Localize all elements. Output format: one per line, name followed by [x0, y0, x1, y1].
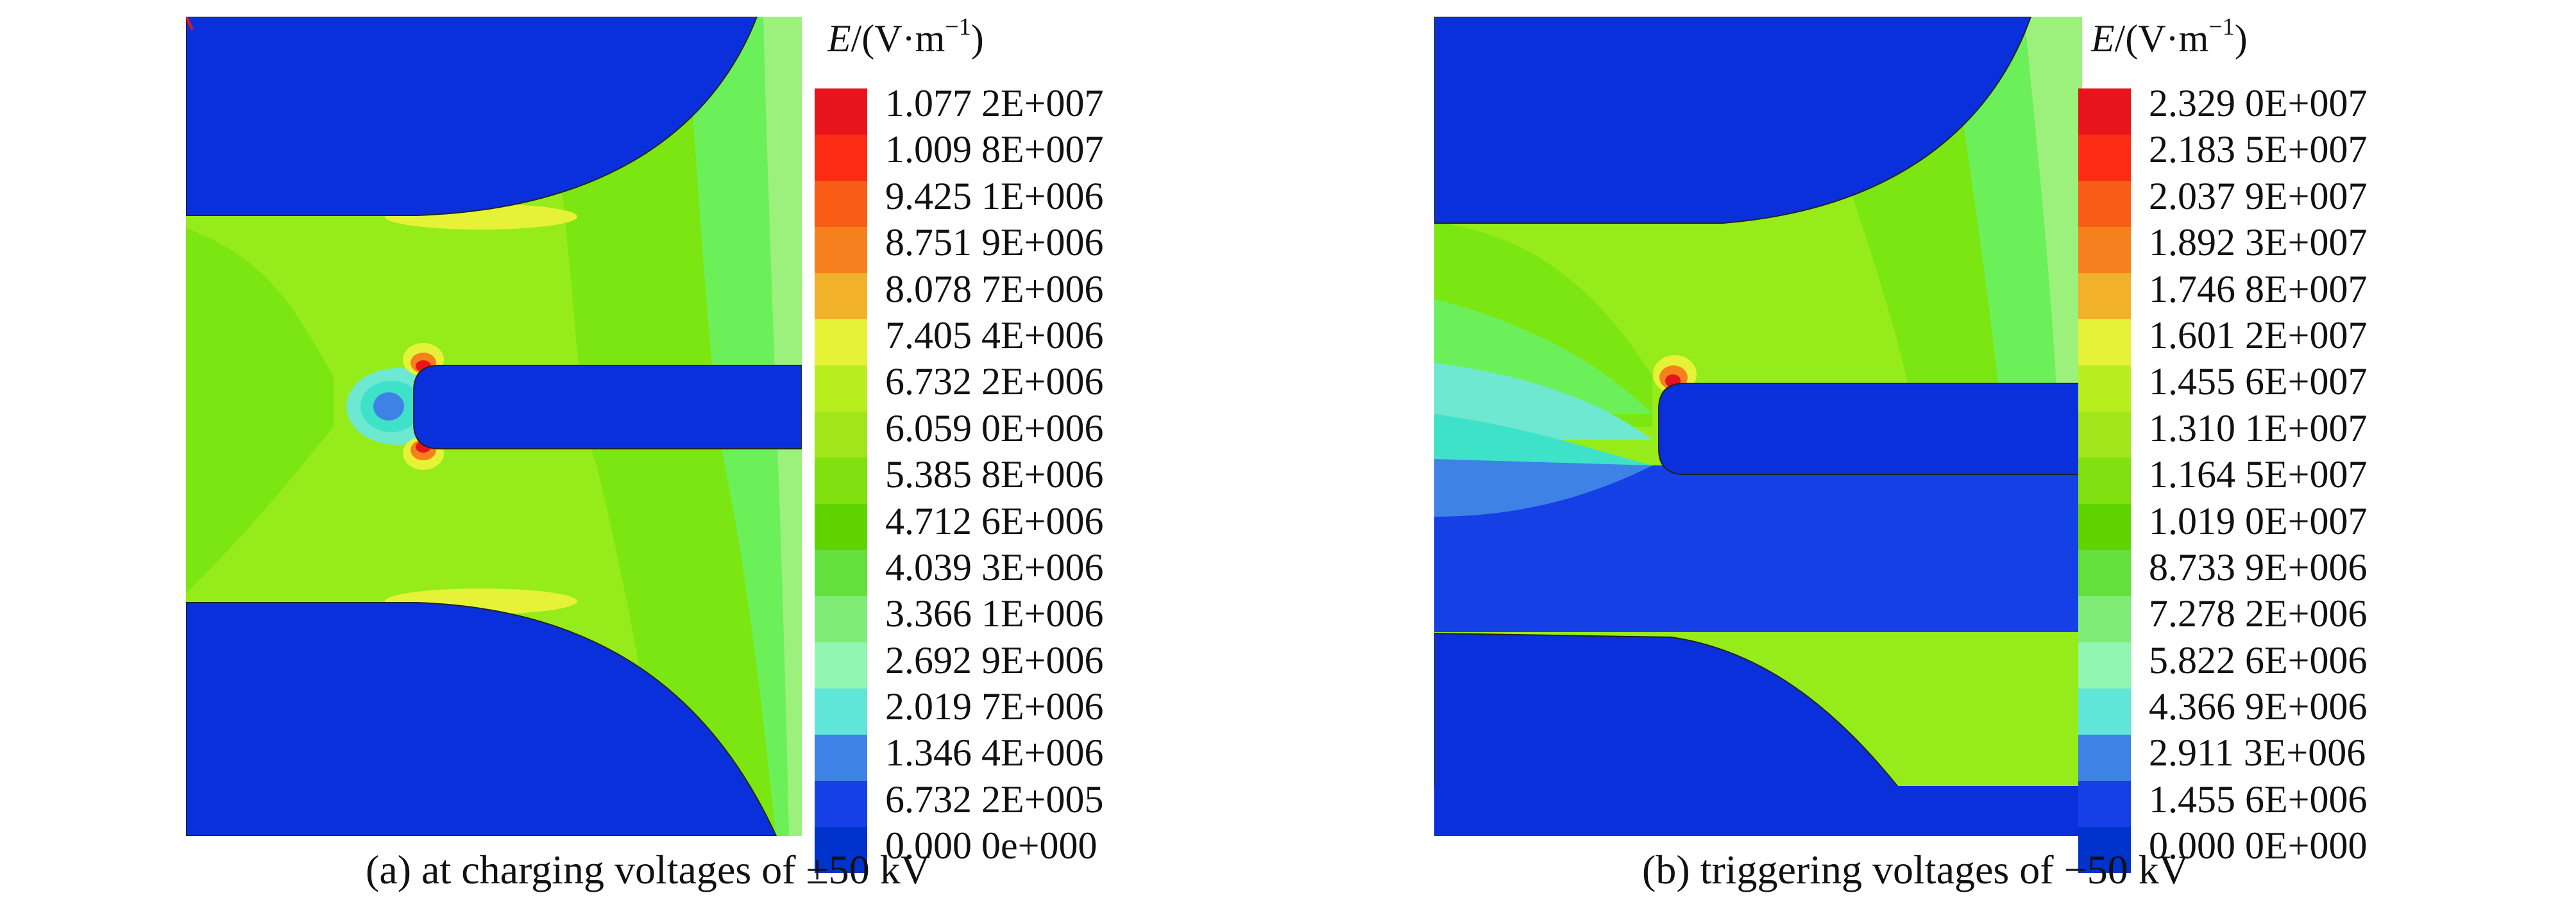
legend-level-label: 1.746 8E+007	[2149, 267, 2368, 310]
legend-swatch	[815, 689, 867, 735]
legend-swatch	[2078, 504, 2131, 550]
legend-level-label: 7.278 2E+006	[2149, 592, 2368, 635]
legend-swatch	[815, 596, 867, 642]
legend-swatch	[2078, 227, 2131, 273]
upper-electrode	[1434, 17, 2032, 224]
field-plot-a	[186, 17, 802, 836]
field-plot-a-svg	[186, 17, 802, 836]
legend-level-label: 2.911 3E+006	[2149, 731, 2366, 774]
legend-level-label: 1.077 2E+007	[885, 82, 1104, 124]
legend-swatch	[2078, 689, 2131, 735]
legend-level-label: 1.455 6E+007	[2149, 360, 2368, 403]
color-scale	[815, 88, 867, 873]
lower-electrode	[186, 602, 777, 836]
legend-level-label: 0.000 0e+000	[885, 824, 1097, 867]
legend-swatch	[815, 365, 867, 412]
legend-swatch	[2078, 596, 2131, 642]
legend-swatch	[2078, 135, 2131, 181]
upper-electrode	[186, 17, 758, 216]
legend-level-label: 4.712 6E+006	[885, 499, 1104, 542]
low-field-ring	[373, 392, 404, 421]
legend-swatch	[2078, 273, 2131, 319]
legend-level-label: 1.009 8E+007	[885, 128, 1104, 171]
legend-swatch	[2078, 365, 2131, 412]
caption-b: (b) triggering voltages of −50 kV	[1642, 847, 2189, 892]
legend-level-label: 1.310 1E+007	[2149, 406, 2368, 449]
legend-swatch	[815, 458, 867, 504]
boundary-marker	[186, 17, 194, 30]
legend-swatch	[815, 88, 867, 135]
legend-level-label: 1.601 2E+007	[2149, 313, 2368, 356]
legend-swatch	[815, 273, 867, 319]
legend-swatch	[2078, 827, 2131, 873]
level-labels: 1.077 2E+007 1.009 8E+007 9.425 1E+006 8.75…	[885, 80, 1104, 869]
legend-swatch	[815, 319, 867, 365]
legend-level-label: 6.732 2E+005	[885, 778, 1104, 821]
legend-title: E/(V·m−1)	[827, 13, 984, 60]
low-field-band	[1434, 363, 1652, 440]
legend-level-label: 0.000 0E+000	[2149, 824, 2368, 867]
legend-swatch	[815, 827, 867, 873]
contour-band	[186, 228, 334, 594]
legend-level-label: 9.425 1E+006	[885, 174, 1104, 217]
legend-level-label: 2.329 0E+007	[2149, 82, 2368, 124]
legend-level-label: 1.019 0E+007	[2149, 499, 2368, 542]
legend-level-label: 1.455 6E+006	[2149, 778, 2368, 821]
legend-swatch	[815, 550, 867, 596]
legend-swatch	[2078, 458, 2131, 504]
legend-level-label: 1.892 3E+007	[2149, 221, 2368, 264]
lower-electrode-base	[1434, 786, 2082, 836]
legend-swatch	[815, 181, 867, 227]
legend-swatch	[2078, 550, 2131, 596]
caption-a: (a) at charging voltages of ±50 kV	[366, 847, 930, 892]
trigger-pin	[413, 365, 802, 449]
level-labels: 2.329 0E+007 2.183 5E+007 2.037 9E+007 1.89…	[2149, 80, 2368, 869]
legend-swatch	[815, 227, 867, 273]
legend-level-label: 8.078 7E+006	[885, 267, 1104, 310]
legend-level-label: 2.037 9E+007	[2149, 174, 2368, 217]
legend-level-label: 5.385 8E+006	[885, 453, 1104, 496]
legend-swatch	[815, 135, 867, 181]
contour-band	[2024, 17, 2082, 388]
legend-level-label: 8.751 9E+006	[885, 221, 1104, 264]
legend-level-label: 1.346 4E+006	[885, 731, 1104, 774]
field-plot-b-svg	[1434, 17, 2082, 836]
legend-level-label: 6.732 2E+006	[885, 360, 1104, 403]
legend-swatch	[815, 735, 867, 781]
legend-level-label: 2.019 7E+006	[885, 685, 1104, 728]
low-field-band	[1434, 465, 2082, 632]
legend-level-label: 2.183 5E+007	[2149, 128, 2368, 171]
legend-level-label: 8.733 9E+006	[2149, 546, 2368, 589]
legend-level-label: 1.164 5E+007	[2149, 453, 2368, 496]
legend-swatch	[815, 781, 867, 827]
legend-swatch	[2078, 642, 2131, 689]
legend-swatch	[815, 412, 867, 458]
legend-swatch	[2078, 735, 2131, 781]
legend-level-label: 7.405 4E+006	[885, 313, 1104, 356]
legend-swatch	[2078, 781, 2131, 827]
legend-swatch	[2078, 181, 2131, 227]
legend-swatch	[2078, 319, 2131, 365]
trigger-pin	[1658, 383, 2082, 475]
legend-title: E/(V·m−1)	[2091, 13, 2248, 60]
legend-swatch	[2078, 88, 2131, 135]
legend-level-label: 3.366 1E+006	[885, 592, 1104, 635]
legend-level-label: 4.366 9E+006	[2149, 685, 2368, 728]
color-scale	[2078, 88, 2131, 873]
legend-level-label: 2.692 9E+006	[885, 639, 1104, 681]
legend-swatch	[815, 504, 867, 550]
field-plot-b	[1434, 17, 2082, 836]
legend-level-label: 4.039 3E+006	[885, 546, 1104, 589]
legend-level-label: 5.822 6E+006	[2149, 639, 2368, 681]
legend-swatch	[2078, 412, 2131, 458]
low-field-band	[1434, 459, 1652, 530]
legend-level-label: 6.059 0E+006	[885, 406, 1104, 449]
legend-swatch	[815, 642, 867, 689]
